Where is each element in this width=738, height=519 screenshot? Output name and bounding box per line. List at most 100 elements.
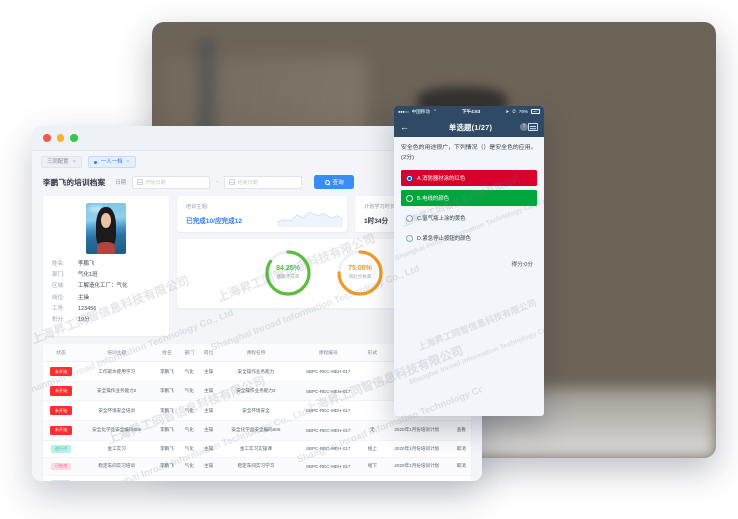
avatar-sky: [87, 205, 104, 213]
profile-field: 工号: 123456: [52, 306, 160, 312]
cell-plan: 2020年1月份培训计划: [382, 475, 452, 481]
avatar-face: [100, 213, 112, 229]
th-course: 课程名称: [218, 344, 294, 363]
radio-icon[interactable]: [406, 174, 413, 182]
profile-field-key: 岗位:: [52, 294, 65, 301]
cell-dept: 气化: [179, 440, 199, 459]
option-a[interactable]: A.消防器材涂的红色: [401, 170, 537, 187]
phone-status-bar: ●●●○○ 中国移动 ⌃ 下午4:53 ➤ ⏱ 76%: [394, 106, 544, 117]
tab-close-icon[interactable]: ×: [126, 158, 130, 165]
th-name: 姓名: [154, 344, 180, 363]
end-date-input[interactable]: 结束日期: [224, 175, 303, 189]
back-icon[interactable]: ←: [400, 121, 409, 132]
cell-name: 李鹏飞: [154, 400, 180, 422]
watermark-en: Shanghai Inroad Information Technology C…: [408, 321, 544, 387]
close-button[interactable]: [43, 134, 51, 142]
tab-sanlong-config[interactable]: 三同配置 ×: [41, 156, 82, 169]
cell-action[interactable]: 取消: [451, 457, 471, 476]
cell-code: SBPC-REC-MEH-017: [293, 400, 363, 422]
profile-field-key: 部门:: [52, 272, 65, 279]
cell-post: 主操: [198, 457, 219, 476]
profile-card: 姓名: 李鹏飞 部门: 气化1班 区域: 工解造化工厂：气化 岗位: 主操: [43, 195, 169, 337]
page-title: 李鹏飞的培训档案: [43, 177, 106, 187]
profile-field: 部门: 气化1班: [52, 272, 160, 278]
profile-field: 积分: 19分: [52, 317, 160, 323]
cell-action[interactable]: 查看: [451, 420, 471, 441]
cell-dept: 气化: [179, 361, 199, 382]
option-c[interactable]: C.氢气瓶上涂的黄色: [401, 210, 537, 226]
profile-field-key: 工号:: [52, 305, 65, 312]
cell-course: 安加车见习: [218, 475, 294, 481]
status-badge: 已结束: [51, 462, 71, 471]
quiz-title: 单选题(1/27): [448, 122, 493, 132]
cell-topic: 稳定车间实习培训: [79, 457, 155, 476]
radio-icon[interactable]: [406, 234, 413, 242]
score-label: 得分:0分: [511, 262, 533, 269]
table-row[interactable]: 进行中 金工实习 李鹏飞 气化 主操 金工实习实操课 SBPC-REC-MEH-…: [43, 440, 471, 459]
th-status: 状态: [43, 344, 80, 363]
cell-course: 安全操作业务能力2: [218, 381, 294, 402]
th-dept: 部门: [179, 344, 199, 363]
minimize-button[interactable]: [56, 134, 64, 142]
battery-percent-label: 76%: [518, 109, 528, 114]
cell-course: 安全环境安全: [218, 400, 294, 422]
carrier-label: 中国移动: [411, 108, 430, 114]
start-date-input[interactable]: 开始日期: [132, 175, 211, 189]
tab-close-icon[interactable]: ×: [72, 158, 76, 165]
maximize-button[interactable]: [70, 134, 78, 142]
donut-caption: 课题完成率: [276, 274, 300, 280]
profile-field: 姓名: 李鹏飞: [52, 261, 160, 267]
radio-icon[interactable]: [406, 194, 413, 202]
cell-code: SBPC-REC-MEH-017: [293, 457, 363, 476]
cell-post: 主操: [198, 440, 219, 459]
quiz-pass-donut: 75.00% 测验合格率: [334, 247, 386, 299]
date-range-separator: -: [216, 179, 219, 186]
status-badge: 未开始: [50, 425, 72, 436]
profile-field-value: 气化1班: [78, 272, 98, 279]
profile-field-key: 区域:: [52, 283, 65, 290]
cell-post: 主操: [198, 420, 219, 441]
signal-icon: ●●●○○: [398, 109, 409, 114]
option-b[interactable]: B.电线的颜色: [401, 190, 537, 207]
cell-name: 李鹏飞: [154, 361, 180, 382]
training-topic-label: 培训主题:: [186, 203, 209, 210]
table-row[interactable]: 已结束 稳定车间实习培训 李鹏飞 气化 主操 稳定车间实习学习 SBPC-REC…: [43, 457, 471, 476]
status-badge: 未开始: [50, 406, 72, 416]
cell-course: 安全化学品安全编码606: [218, 420, 294, 441]
th-post: 岗位: [198, 344, 219, 363]
cell-topic: 安全化学品安全编码606: [79, 420, 155, 441]
cell-action[interactable]: 取消: [451, 475, 471, 481]
cell-form: 无: [362, 475, 383, 481]
training-topic-value: 已完成10/应完成12: [186, 217, 243, 225]
tab-label: 一人一档: [100, 158, 123, 165]
cell-action[interactable]: 取消: [451, 440, 471, 459]
phone-navbar: ← 单选题(1/27) ?: [394, 117, 544, 137]
cell-form: 线下: [362, 457, 383, 476]
tab-one-person-one-file[interactable]: 一人一档 ×: [87, 156, 136, 169]
cell-status: 未开始: [43, 420, 80, 441]
cell-name: 李鹏飞: [154, 420, 180, 441]
cell-name: 李鹏飞: [154, 475, 180, 481]
filter-bar: 李鹏飞的培训档案 日期 开始日期 - 结束日期 查询: [32, 172, 482, 196]
answer-card-icon[interactable]: [528, 123, 538, 131]
status-badge: 未开始: [50, 386, 72, 396]
query-button-label: 查询: [332, 180, 344, 187]
profile-field-value: 主操: [78, 294, 90, 301]
option-d[interactable]: D.紧急停止按钮的颜色: [401, 230, 537, 246]
cell-dept: 气化: [179, 400, 199, 422]
query-button[interactable]: 查询: [314, 175, 355, 189]
training-topic-card: 培训主题: 已完成10/应完成12: [177, 195, 347, 232]
start-date-placeholder: 开始日期: [145, 179, 166, 186]
table-row[interactable]: 未开始 安全化学品安全编码606 李鹏飞 气化 主操 安全化学品安全编码606 …: [43, 420, 471, 441]
phone-quiz-window: ●●●○○ 中国移动 ⌃ 下午4:53 ➤ ⏱ 76% ← 单选题(1/27) …: [394, 106, 544, 416]
table-row[interactable]: 已完成 安加车见习培训 李鹏飞 气化 主操 安加车见习 SBPC-REC-MEH…: [43, 475, 471, 481]
th-form: 形式: [362, 344, 383, 363]
help-icon[interactable]: ?: [520, 123, 528, 131]
cell-status: 已结束: [43, 457, 80, 476]
cell-code: SBPC-REC-MEH-017: [293, 420, 363, 441]
radio-icon[interactable]: [406, 214, 413, 222]
profile-field-value: 123456: [78, 305, 97, 312]
cell-dept: 气化: [179, 475, 199, 481]
cell-post: 主操: [198, 475, 219, 481]
cell-topic: 工作取水使用学习: [79, 361, 155, 382]
